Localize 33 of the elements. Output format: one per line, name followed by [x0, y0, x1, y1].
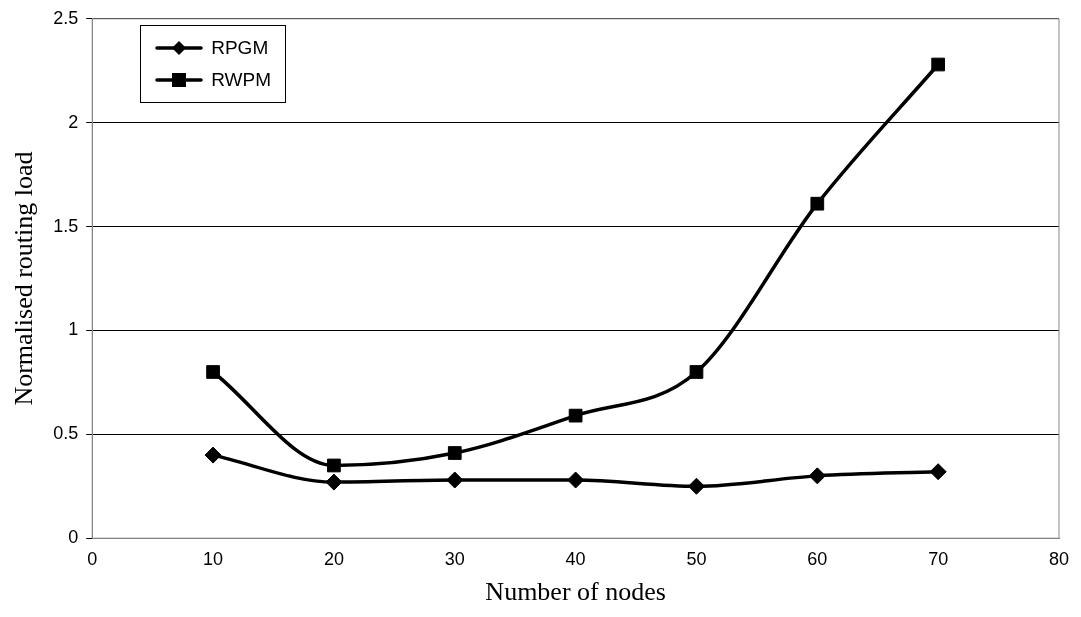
point: [808, 467, 826, 485]
y-tick-label: 2.5: [53, 7, 79, 28]
point: [689, 365, 704, 379]
x-tick-label: 20: [323, 548, 344, 569]
y-axis-title: Normalised routing load: [9, 151, 39, 406]
x-tick-label: 30: [444, 548, 465, 569]
x-axis-title: Number of nodes: [485, 577, 666, 607]
point: [446, 471, 464, 489]
y-tick-label: 2: [68, 111, 79, 132]
x-tick-label: 50: [686, 548, 707, 569]
x-tick-label: 60: [807, 548, 828, 569]
y-tick-label: 1: [68, 319, 79, 340]
point: [325, 473, 343, 491]
y-tick-label: 0: [68, 527, 79, 548]
x-tick-label: 10: [203, 548, 224, 569]
point: [206, 365, 220, 379]
legend-label: RPGM: [211, 36, 269, 59]
point: [810, 196, 825, 211]
x-tick-label: 70: [928, 548, 949, 569]
point: [567, 471, 585, 489]
x-tick-label: 80: [1048, 548, 1070, 569]
point: [929, 463, 947, 481]
x-tick-label: 0: [87, 548, 98, 569]
point: [931, 57, 946, 72]
point: [327, 458, 341, 473]
legend-label: RWPM: [211, 68, 272, 91]
point: [568, 408, 583, 423]
y-tick-label: 0.5: [53, 423, 79, 444]
point: [447, 446, 462, 460]
point: [204, 446, 222, 464]
y-tick-label: 1.5: [53, 215, 79, 236]
x-tick-label: 40: [565, 548, 586, 569]
point: [687, 477, 705, 495]
